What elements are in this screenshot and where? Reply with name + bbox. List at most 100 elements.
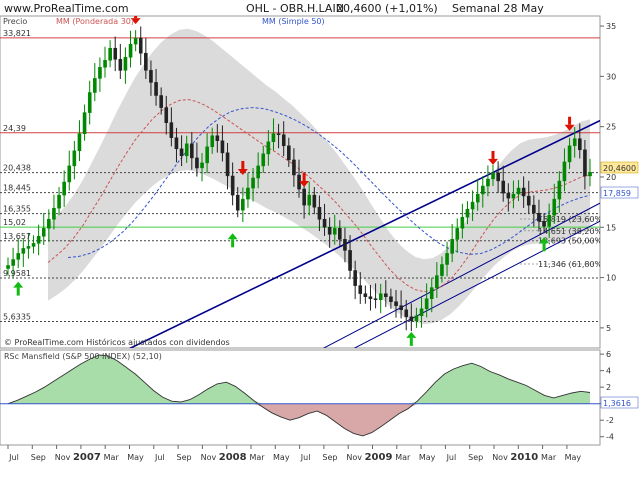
x-tick-label: Mar <box>104 453 120 462</box>
site-label[interactable]: www.ProRealTime.com <box>4 2 129 15</box>
candle-body <box>378 293 383 300</box>
x-tick-label: Nov <box>492 453 508 462</box>
level-label: 24,39 <box>3 124 26 133</box>
candle-body <box>445 253 449 265</box>
candle-body <box>144 52 148 71</box>
level-label: 15,02 <box>3 218 26 227</box>
footnote: © ProRealTime.com Históricos ajustados c… <box>4 337 230 347</box>
candle-body <box>496 172 500 182</box>
candle-body <box>241 198 245 211</box>
candle-body <box>526 195 531 206</box>
candle-body <box>465 208 470 218</box>
candle-body <box>338 228 342 240</box>
candle-body <box>271 133 276 142</box>
y-tick-label: 25 <box>606 123 616 132</box>
x-tick-label: Mar <box>541 453 557 462</box>
candle-body <box>307 194 312 206</box>
candle-body <box>16 253 21 260</box>
candle-body <box>47 218 51 229</box>
candle-body <box>225 152 230 177</box>
candle-body <box>384 293 388 297</box>
candle-body <box>332 228 337 235</box>
candle-body <box>6 265 10 269</box>
indicator-value-tag <box>600 396 639 409</box>
x-tick-label: Sep <box>177 453 192 462</box>
candle-body <box>409 316 414 322</box>
candle-body <box>266 141 271 155</box>
buy-arrow-head <box>406 331 417 338</box>
sell-arrow <box>241 160 245 169</box>
candle-body <box>128 43 133 58</box>
candle-body <box>486 178 490 187</box>
secondary-price-tag-text: 17,859 <box>603 189 631 198</box>
candle-body <box>41 228 46 237</box>
candle-body <box>343 239 347 251</box>
candle-body <box>511 193 516 199</box>
ma-simple-line <box>67 107 591 258</box>
x-tick-label: Nov <box>55 453 71 462</box>
header-bar <box>0 0 640 16</box>
sell-arrow-head <box>488 158 498 165</box>
candle-body <box>440 264 444 276</box>
x-tick-label: May <box>565 453 582 462</box>
indicator-negative-area <box>8 403 590 436</box>
candle-body <box>230 175 235 196</box>
secondary-price-tag <box>600 186 639 199</box>
candle-body <box>149 70 153 83</box>
x-tick-label: 2010 <box>510 452 538 463</box>
candle-body <box>174 137 179 150</box>
candle-body <box>547 214 551 227</box>
candle-body <box>123 56 128 71</box>
x-tick-label: Jul <box>8 453 19 462</box>
x-tick-label: Nov <box>346 453 362 462</box>
candle-body <box>246 187 250 200</box>
level-label: 5,6335 <box>3 313 31 322</box>
buy-arrow <box>16 287 20 296</box>
candle-body <box>516 187 521 195</box>
fib-label: 11,346 (61,80%) <box>538 260 605 269</box>
candle-body <box>368 296 373 299</box>
ind-tick-label: 2 <box>606 383 611 392</box>
candle-body <box>276 133 281 135</box>
candle-body <box>159 95 163 108</box>
candle-body <box>36 236 41 244</box>
indicator-value-tag-text: 1,3616 <box>603 399 631 408</box>
candle-body <box>302 188 306 206</box>
candle-body <box>179 148 184 157</box>
candle-body <box>322 218 327 228</box>
candle-body <box>11 259 15 266</box>
indicator-positive-area <box>8 355 590 404</box>
candle-body <box>164 107 169 123</box>
candle-body <box>108 47 112 61</box>
candle-body <box>578 138 582 151</box>
sell-arrow <box>134 16 138 19</box>
period-label: Semanal 28 May <box>452 2 544 15</box>
x-tick-label: May <box>273 453 290 462</box>
candle-body <box>190 143 194 159</box>
candle-body <box>251 177 255 189</box>
ind-tick-label: -4 <box>606 433 614 442</box>
candle-body <box>154 82 158 96</box>
x-tick-label: Sep <box>31 453 46 462</box>
ind-tick-label: -2 <box>606 416 614 425</box>
candle-body <box>389 296 393 302</box>
level-label: 16,355 <box>3 205 31 214</box>
indicator-line <box>7 354 591 437</box>
buy-arrow <box>542 243 546 252</box>
ind-tick-label: 4 <box>606 367 611 376</box>
level-label: 13,657 <box>3 232 31 241</box>
quote-label: 20,4600 (+1,01%) <box>336 2 438 15</box>
candle-body <box>31 243 36 247</box>
sell-arrow-head <box>299 181 310 188</box>
candle-body <box>399 305 403 310</box>
candle-body <box>562 161 567 182</box>
candle-body <box>491 172 495 180</box>
candle-body <box>481 185 485 195</box>
candle-body <box>588 172 592 177</box>
candle-body <box>87 92 92 113</box>
candle-body <box>506 192 511 199</box>
candle-body <box>138 37 143 54</box>
candle-body <box>327 227 332 235</box>
